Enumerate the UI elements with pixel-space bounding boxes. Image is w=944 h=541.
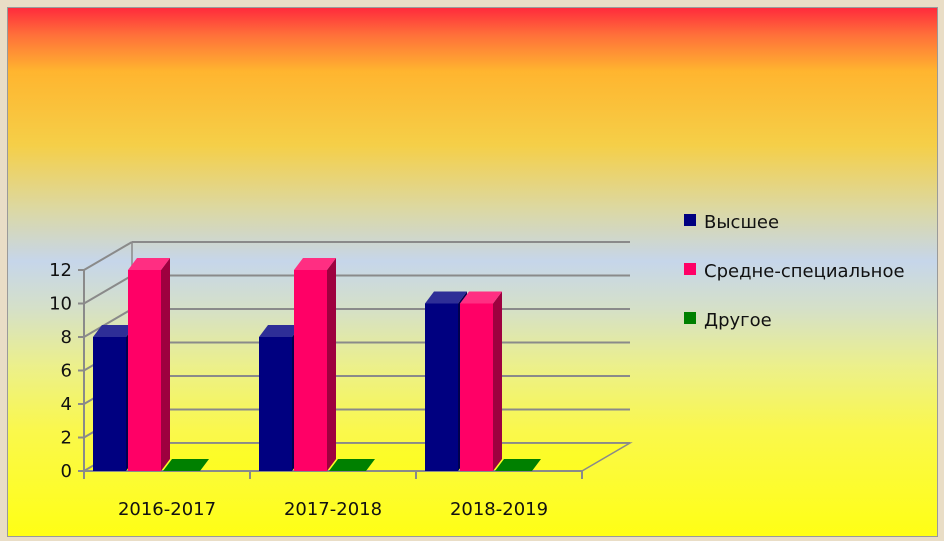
y-tick-label: 10: [49, 294, 72, 315]
bar-высшее-1-top: [93, 325, 135, 337]
gridline-side: [83, 274, 133, 305]
y-tick-label: 12: [49, 260, 72, 281]
bar-высшее-3-top: [425, 291, 467, 304]
x-tick-label: 2016-2017: [118, 499, 216, 520]
legend-label: Средне-специальное: [704, 261, 905, 282]
bar-средне-специальное-1-side: [161, 258, 170, 471]
y-tick-label: 6: [61, 361, 72, 382]
bar-высшее-2: [259, 337, 292, 471]
bar-средне-специальное-2: [294, 270, 327, 471]
legend-swatch: [684, 312, 696, 324]
bar-средне-специальное-2-top: [294, 258, 336, 270]
gridline-side: [83, 308, 133, 338]
y-tick-label: 8: [61, 327, 72, 348]
bar-chart: 0 2 4 6 8 10 12 2016-2017 2017-2018 2018-2019 Высш…: [49, 212, 905, 520]
legend-label: Другое: [704, 310, 772, 331]
bar-средне-специальное-1-top: [128, 258, 170, 270]
bar-средне-специальное-3-side: [493, 291, 502, 471]
legend-label: Высшее: [704, 212, 779, 233]
bar-другое-3: [495, 459, 541, 471]
bar-другое-2: [329, 459, 375, 471]
bar-другое-1: [163, 459, 209, 471]
bar-средне-специальное-3: [460, 303, 493, 471]
y-tick-label: 2: [61, 428, 72, 449]
x-tick-label: 2017-2018: [284, 499, 382, 520]
bar-высшее-3: [425, 303, 458, 471]
y-tick-label: 4: [61, 394, 72, 415]
bar-высшее-2-top: [259, 325, 301, 337]
bar-средне-специальное-3-top: [460, 291, 502, 304]
chart-frame: 0 2 4 6 8 10 12 2016-2017 2017-2018 2018-2019 Высш…: [7, 7, 938, 537]
gridline-side: [83, 241, 133, 271]
bar-средне-специальное-2-side: [327, 258, 336, 471]
bar-средне-специальное-1: [128, 270, 161, 471]
x-tick-label: 2018-2019: [450, 499, 548, 520]
legend-swatch: [684, 263, 696, 275]
legend-swatch: [684, 214, 696, 226]
y-tick-label: 0: [61, 461, 72, 482]
bar-высшее-1: [93, 337, 126, 471]
